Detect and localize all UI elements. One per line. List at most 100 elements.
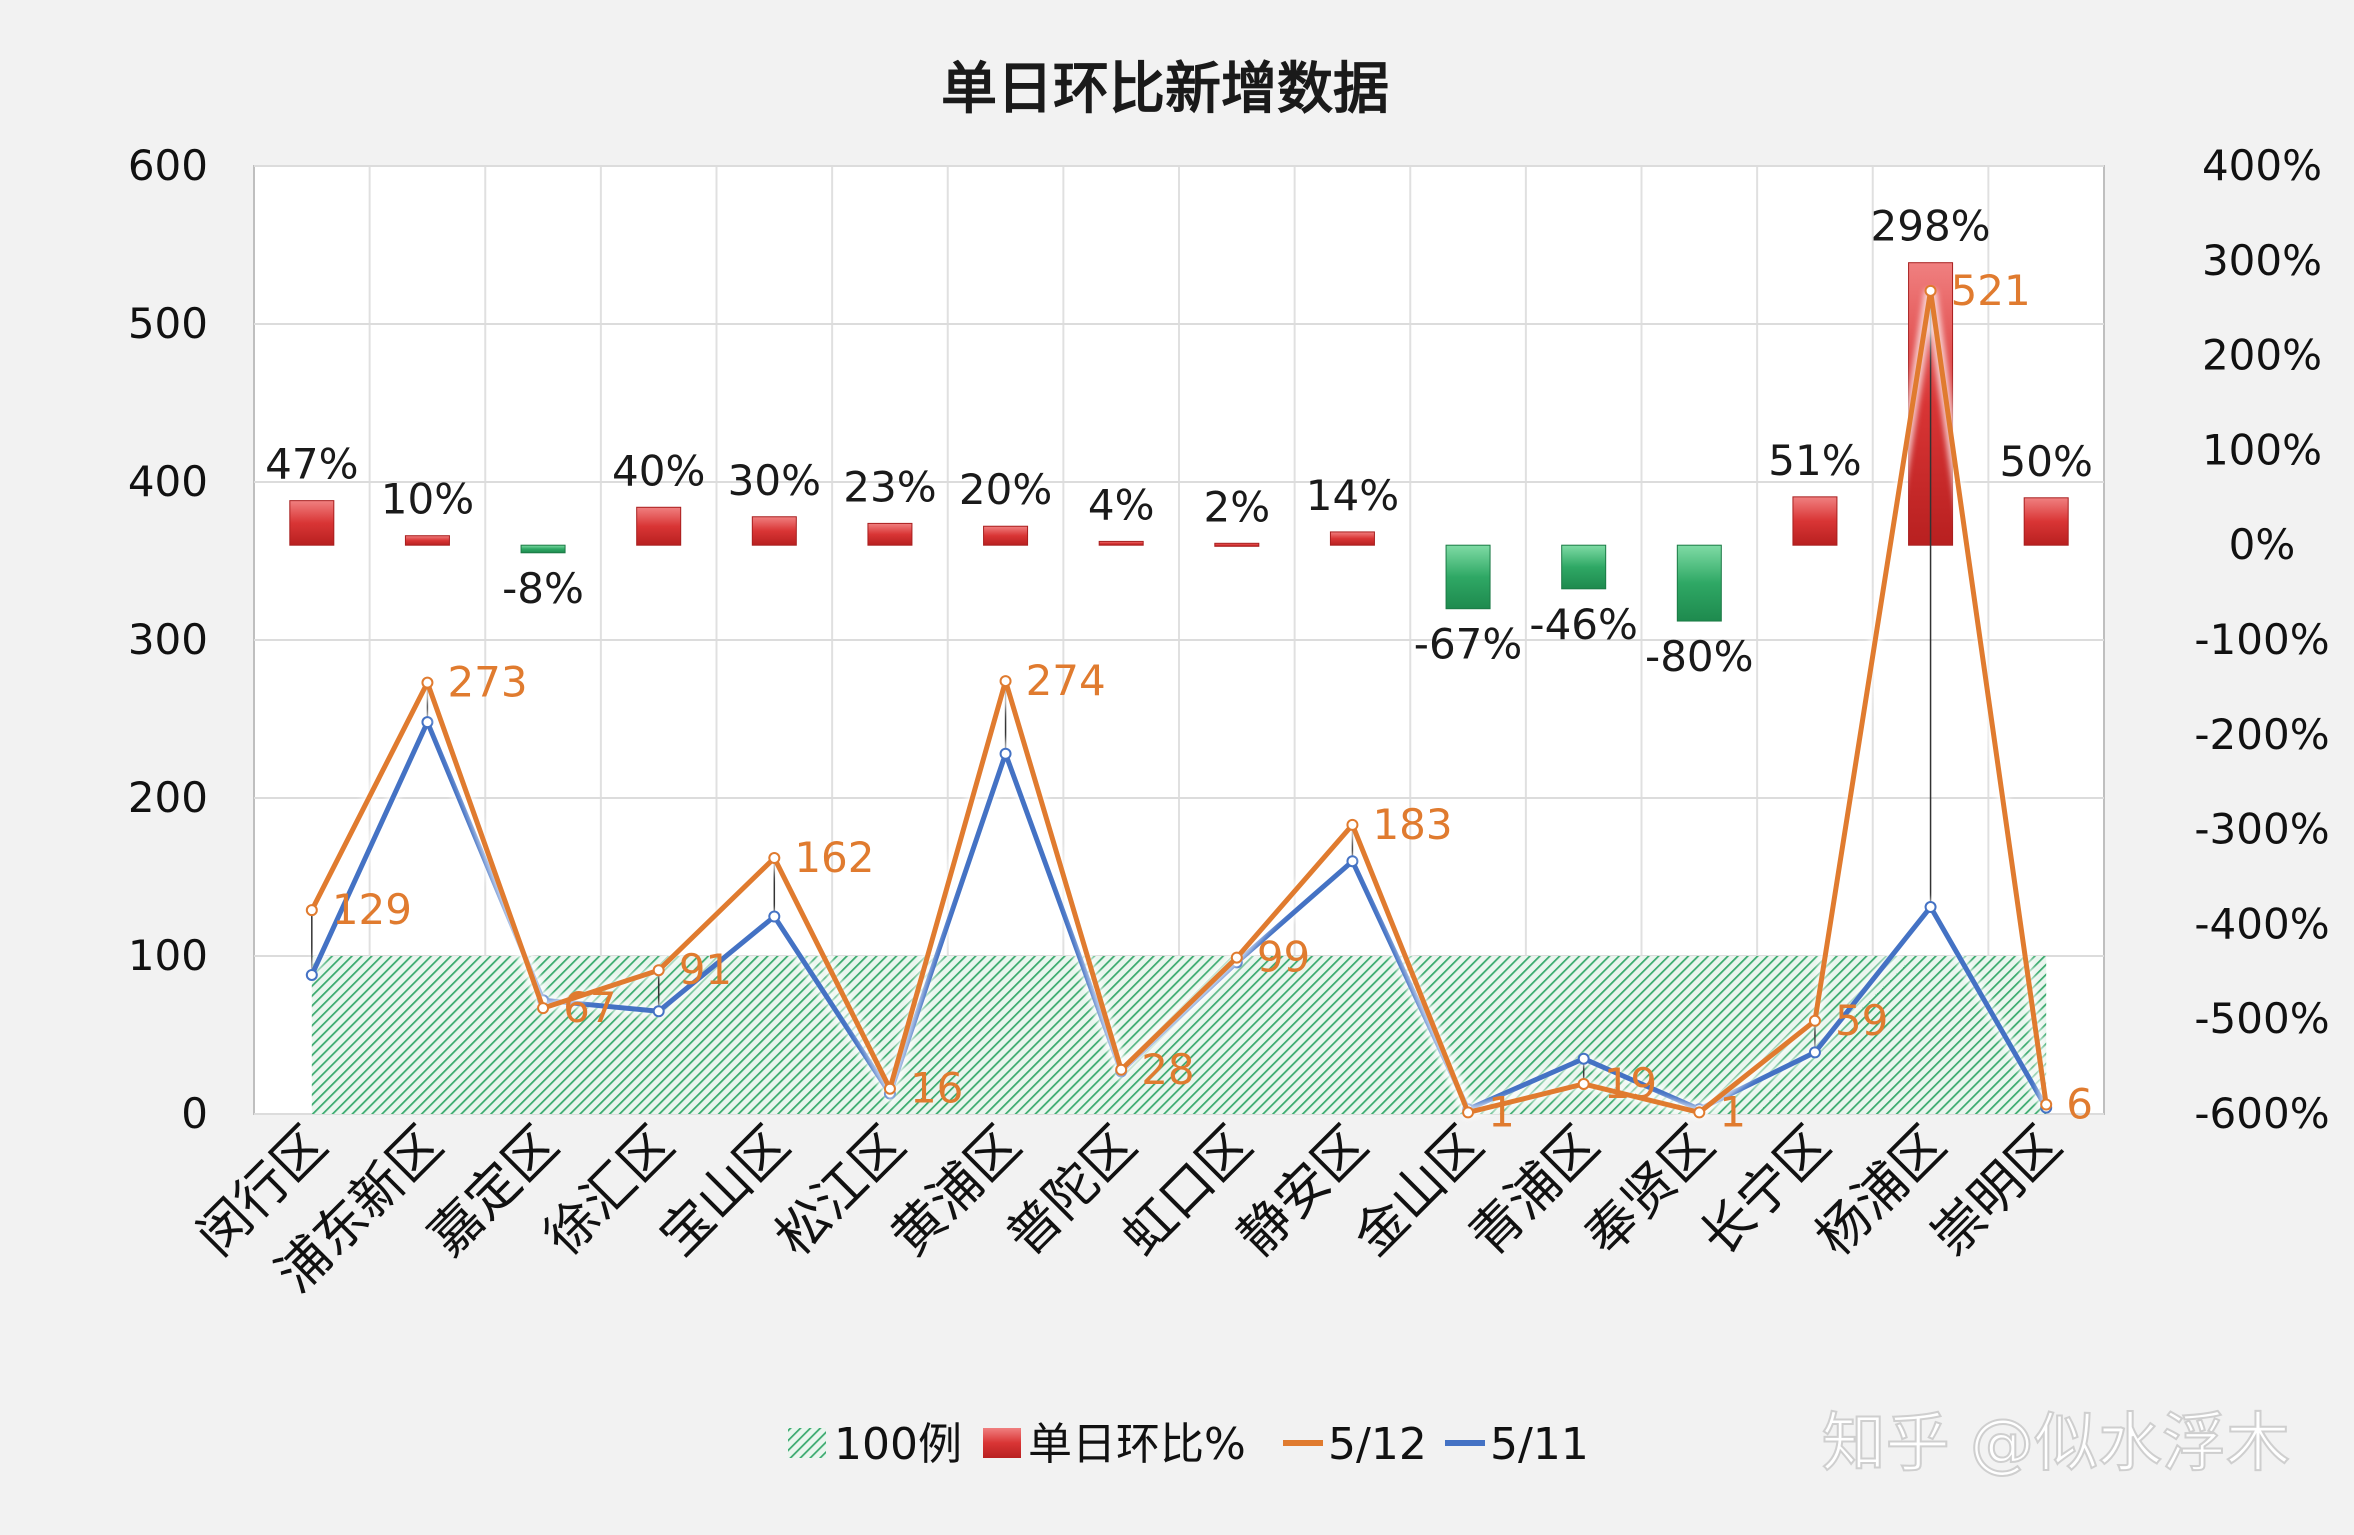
point bbox=[1808, 1014, 1821, 1027]
bar-label: 4% bbox=[1088, 480, 1155, 529]
category-label: 崇明区 bbox=[1921, 1115, 2074, 1268]
bar bbox=[983, 525, 1029, 546]
y-left-tick-label: 600 bbox=[128, 141, 208, 190]
bar bbox=[1561, 544, 1607, 590]
line-label: 162 bbox=[794, 833, 874, 882]
line-label: 273 bbox=[447, 658, 527, 707]
y-right-tick-label: 300% bbox=[2202, 236, 2322, 285]
line-label: 521 bbox=[1951, 266, 2031, 315]
category-label: 宝山区 bbox=[649, 1115, 802, 1268]
legend-label-511: 5/11 bbox=[1490, 1419, 1589, 1470]
data-labels: 47% 10% -8% 40% 30% 23% 20% 4% 2% 14% -67% -46%-80%… bbox=[265, 202, 2093, 1137]
x-axis-labels: 闵行区浦东新区嘉定区徐汇区宝山区松江区黄浦区普陀区虹口区静安区金山区青浦区奉贤区… bbox=[186, 1115, 2073, 1305]
bar bbox=[1792, 496, 1838, 546]
watermark: 知乎 @似水浮木 bbox=[1822, 1407, 2290, 1481]
area-100 bbox=[311, 956, 2047, 1114]
point bbox=[1924, 901, 1937, 914]
point bbox=[1808, 1046, 1821, 1059]
category-label: 青浦区 bbox=[1458, 1115, 1611, 1268]
bar bbox=[1098, 540, 1144, 546]
bar-label: 20% bbox=[959, 465, 1052, 514]
point bbox=[1577, 1052, 1590, 1065]
point bbox=[537, 1002, 550, 1015]
bar bbox=[1214, 542, 1260, 547]
point bbox=[1693, 1106, 1706, 1119]
bar-label: 2% bbox=[1203, 482, 1270, 531]
y-left-tick-label: 0 bbox=[181, 1089, 208, 1138]
y-left-tick-label: 300 bbox=[128, 615, 208, 664]
line-label: 99 bbox=[1257, 933, 1310, 982]
point bbox=[1462, 1106, 1475, 1119]
bar bbox=[404, 535, 450, 546]
legend-label-512: 5/12 bbox=[1328, 1419, 1427, 1470]
bar-label: 23% bbox=[843, 462, 936, 511]
y-left-tick-label: 200 bbox=[128, 773, 208, 822]
bar bbox=[1329, 531, 1375, 546]
bar-label: 50% bbox=[2000, 437, 2093, 486]
line-label: 1 bbox=[1719, 1087, 1746, 1136]
line-label: 6 bbox=[2066, 1080, 2093, 1129]
series-lines bbox=[305, 284, 2053, 1120]
legend-swatch-area bbox=[788, 1428, 826, 1458]
bar-label: 51% bbox=[1768, 436, 1861, 485]
point bbox=[305, 904, 318, 917]
category-label: 长宁区 bbox=[1689, 1115, 1842, 1268]
point bbox=[2040, 1098, 2053, 1111]
point bbox=[999, 747, 1012, 760]
line-label: 67 bbox=[563, 983, 616, 1032]
y-right-tick-label: -500% bbox=[2194, 994, 2329, 1043]
bar bbox=[1676, 544, 1722, 622]
bar-label: 10% bbox=[381, 475, 474, 524]
category-label: 静安区 bbox=[1227, 1115, 1380, 1268]
series-100-area bbox=[311, 956, 2047, 1114]
line-label: 274 bbox=[1026, 656, 1106, 705]
y-right-tick-label: -600% bbox=[2194, 1089, 2329, 1138]
y-right-tick-label: 0% bbox=[2229, 520, 2296, 569]
bar bbox=[636, 506, 682, 546]
legend-label-bar: 单日环比% bbox=[1028, 1419, 1246, 1470]
y-right-tick-label: 200% bbox=[2202, 331, 2322, 380]
line-512 bbox=[309, 288, 2049, 1115]
category-label: 杨浦区 bbox=[1805, 1115, 1958, 1268]
category-label: 虹口区 bbox=[1111, 1115, 1264, 1268]
bar-label: -80% bbox=[1645, 632, 1754, 681]
category-label: 奉贤区 bbox=[1574, 1115, 1727, 1268]
point bbox=[1115, 1063, 1128, 1076]
bar-label: -46% bbox=[1529, 600, 1638, 649]
point bbox=[652, 964, 665, 977]
point bbox=[883, 1082, 896, 1095]
point bbox=[652, 1005, 665, 1018]
y-right-tick-label: 400% bbox=[2202, 141, 2322, 190]
y-left-tick-label: 400 bbox=[128, 457, 208, 506]
line-label: 129 bbox=[332, 885, 412, 934]
chart-title: 单日环比新增数据 bbox=[941, 57, 1389, 122]
line-label: 1 bbox=[1488, 1087, 1515, 1136]
point bbox=[1924, 284, 1937, 297]
line-label: 183 bbox=[1372, 800, 1452, 849]
bar bbox=[867, 522, 913, 546]
legend: 100例 单日环比% 5/12 5/11 bbox=[788, 1419, 1589, 1470]
category-label: 松江区 bbox=[764, 1115, 917, 1268]
category-label: 嘉定区 bbox=[418, 1115, 571, 1268]
bar bbox=[520, 544, 566, 554]
category-label: 黄浦区 bbox=[880, 1115, 1033, 1268]
bar-label: 298% bbox=[1871, 202, 1991, 251]
point bbox=[1577, 1077, 1590, 1090]
bar-label: 40% bbox=[612, 446, 705, 495]
y-right-tick-label: 100% bbox=[2202, 425, 2322, 474]
point bbox=[1346, 855, 1359, 868]
category-label: 徐汇区 bbox=[533, 1115, 686, 1268]
line-label: 16 bbox=[910, 1064, 963, 1113]
point bbox=[768, 910, 781, 923]
line-label: 28 bbox=[1141, 1045, 1194, 1094]
bar-label: 14% bbox=[1306, 471, 1399, 520]
point bbox=[421, 716, 434, 729]
y-right-tick-label: -400% bbox=[2194, 899, 2329, 948]
point bbox=[1346, 818, 1359, 831]
line-label: 59 bbox=[1835, 996, 1888, 1045]
bar-label: 47% bbox=[265, 440, 358, 489]
bar-label: 30% bbox=[728, 456, 821, 505]
category-label: 金山区 bbox=[1343, 1115, 1496, 1268]
line-label: 19 bbox=[1604, 1059, 1657, 1108]
